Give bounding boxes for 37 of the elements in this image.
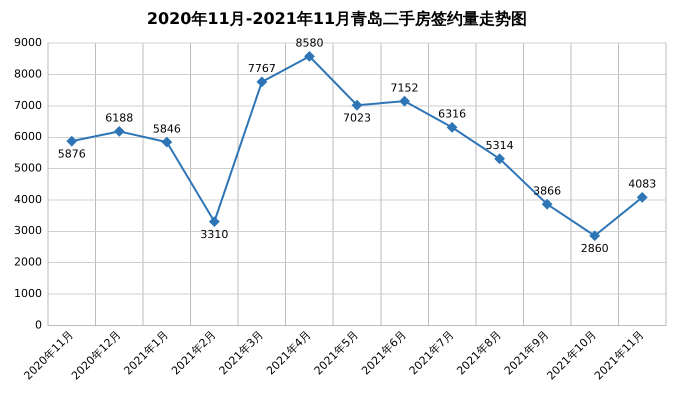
y-tick-label: 3000	[14, 224, 42, 238]
data-label: 7152	[390, 82, 419, 95]
point	[400, 96, 410, 106]
point	[590, 230, 600, 241]
y-tick-label: 9000	[14, 36, 42, 50]
data-label: 3866	[533, 184, 562, 198]
y-tick-label: 4000	[14, 192, 42, 206]
point	[304, 51, 314, 62]
point	[209, 216, 220, 227]
data-label: 4083	[628, 178, 656, 191]
data-label: 5314	[486, 139, 514, 152]
y-tick-label: 7000	[14, 98, 42, 112]
y-tick-label: 1000	[14, 286, 42, 300]
y-tick-label: 6000	[14, 130, 42, 144]
point	[447, 122, 458, 132]
y-tick-label: 8000	[14, 67, 42, 80]
data-label: 2860	[580, 242, 609, 256]
data-label: 3310	[200, 228, 228, 241]
data-label: 6316	[438, 108, 466, 121]
y-tick-label: 2000	[14, 256, 42, 269]
data-label: 7023	[342, 112, 371, 125]
y-tick-label: 0	[34, 318, 42, 332]
data-label: 5846	[152, 122, 181, 136]
point	[637, 192, 648, 202]
data-label: 5876	[58, 148, 86, 161]
y-tick-label: 5000	[14, 161, 42, 174]
data-label: 6188	[105, 112, 134, 125]
point	[494, 154, 505, 164]
data-label: 7767	[248, 62, 276, 76]
data-label: 8580	[295, 36, 324, 50]
point	[66, 136, 77, 146]
point	[162, 137, 172, 148]
point	[542, 199, 552, 210]
point	[114, 126, 124, 136]
chart-title: 2020年11月-2021年11月青岛二手房签约量走势图	[146, 8, 528, 28]
point	[256, 76, 267, 87]
point	[352, 100, 362, 110]
